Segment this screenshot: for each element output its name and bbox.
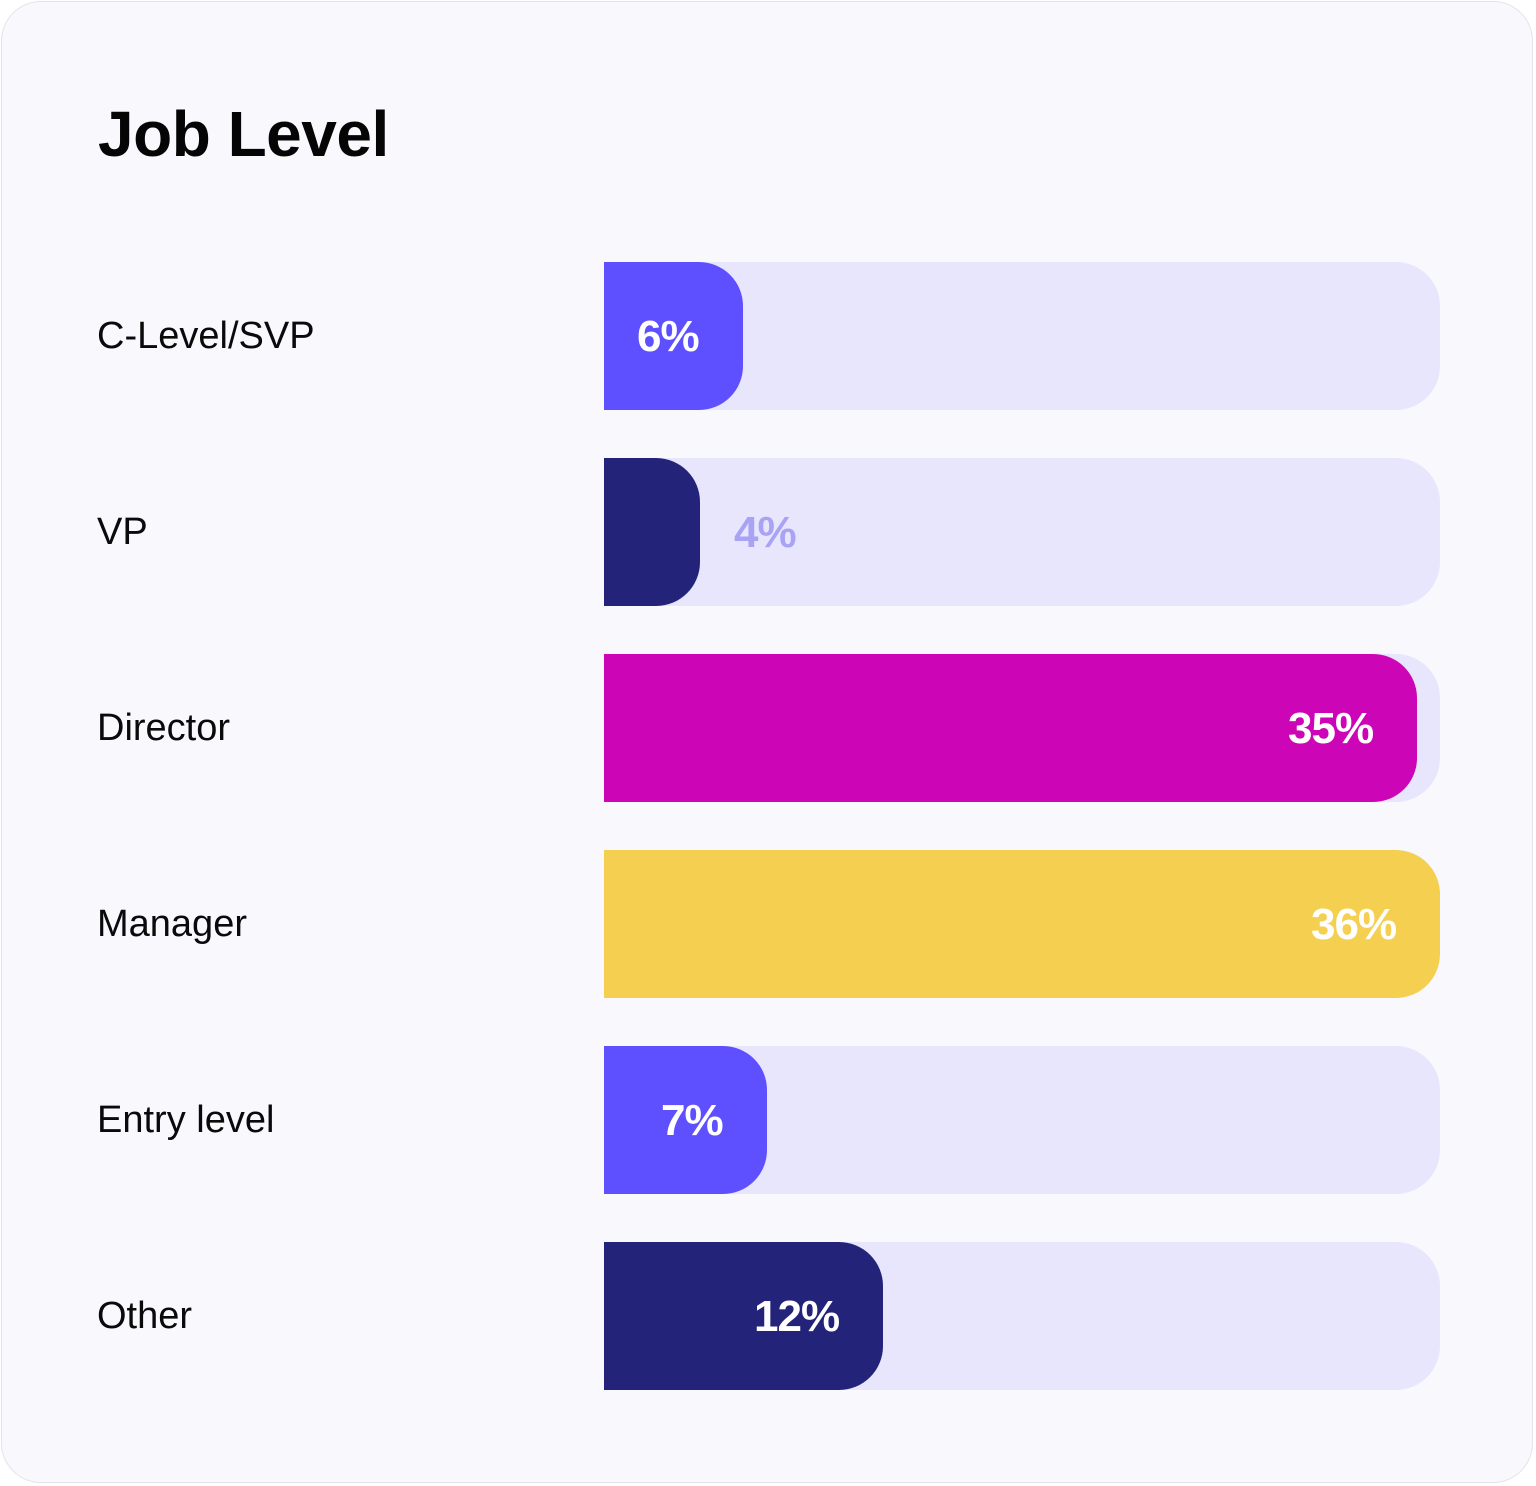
chart-title: Job Level [98, 98, 389, 170]
bar-track: 4% [604, 458, 1440, 606]
bar-row: Other 12% [0, 1242, 1536, 1390]
bar-row: Manager 36% [0, 850, 1536, 998]
bar [604, 262, 743, 410]
category-label: C-Level/SVP [97, 315, 315, 357]
data-label: 36% [1311, 900, 1397, 949]
bar-row: VP 4% [0, 458, 1536, 606]
bar-row: Director 35% [0, 654, 1536, 802]
bar-track: 6% [604, 262, 1440, 410]
bar-track: 35% [604, 654, 1440, 802]
bar-track: 12% [604, 1242, 1440, 1390]
data-label: 6% [637, 312, 700, 361]
bar [604, 1046, 767, 1194]
category-label: Entry level [97, 1099, 275, 1141]
bar [604, 654, 1417, 802]
bar-row: C-Level/SVP 6% [0, 262, 1536, 410]
data-label: 12% [754, 1292, 840, 1341]
bar [604, 850, 1440, 998]
category-label: Other [97, 1295, 193, 1337]
data-label: 7% [661, 1096, 724, 1145]
bar-row: Entry level 7% [0, 1046, 1536, 1194]
category-label: Director [97, 707, 231, 749]
data-label: 35% [1288, 704, 1374, 753]
bar [604, 1242, 883, 1390]
bar-track: 36% [604, 850, 1440, 998]
bar-track: 7% [604, 1046, 1440, 1194]
bar [604, 458, 700, 606]
data-label: 4% [734, 508, 797, 557]
category-label: VP [97, 511, 148, 553]
category-label: Manager [97, 903, 247, 945]
